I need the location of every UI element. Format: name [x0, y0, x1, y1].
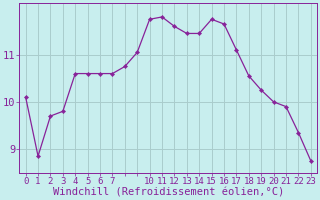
X-axis label: Windchill (Refroidissement éolien,°C): Windchill (Refroidissement éolien,°C)	[52, 187, 284, 197]
